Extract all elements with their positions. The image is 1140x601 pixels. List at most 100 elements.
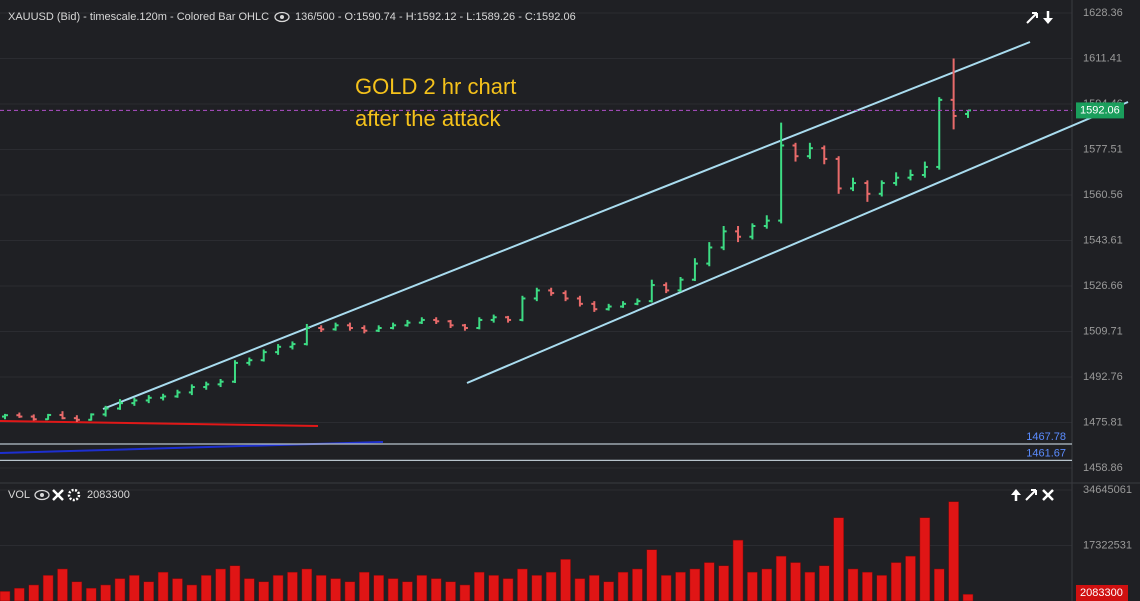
y-tick-label: 1560.56 [1083, 189, 1123, 201]
volume-readout: 2083300 [87, 489, 130, 501]
trend-line-upper [102, 41, 1031, 410]
volume-bar [862, 571, 873, 601]
y-tick-label: 1543.61 [1083, 234, 1123, 246]
move-up-icon[interactable] [1011, 489, 1021, 501]
volume-tick-label: 34645061 [1083, 484, 1132, 496]
y-tick-label: 1475.81 [1083, 416, 1123, 428]
volume-bar [459, 584, 471, 601]
volume-bar [919, 517, 931, 601]
volume-bar [517, 568, 528, 601]
volume-bar [948, 501, 959, 601]
volume-bar [819, 565, 830, 601]
volume-bar [14, 587, 25, 601]
volume-bar [344, 581, 356, 601]
volume-bar [689, 568, 701, 601]
grid [0, 12, 1072, 547]
y-tick-label: 1628.36 [1083, 7, 1123, 19]
volume-bar [301, 568, 313, 601]
volume-bar [172, 578, 183, 601]
volume-bar [402, 581, 413, 601]
volume-bar [790, 562, 801, 601]
volume-bar [761, 568, 773, 601]
eye-icon[interactable] [34, 489, 50, 501]
trend-line-lower [466, 101, 1129, 384]
volume-bar [315, 575, 327, 601]
y-tick-label: 1458.86 [1083, 462, 1123, 474]
volume-label: VOL [8, 489, 30, 501]
last-volume-box [1076, 585, 1128, 601]
volume-bar [157, 571, 169, 601]
volume-bar [804, 571, 816, 601]
last-price-label: 1592.06 [1080, 104, 1120, 116]
volume-bar [129, 575, 140, 601]
volume-bar [847, 568, 859, 601]
volume-bar [143, 581, 154, 601]
last-price-box [1076, 102, 1124, 119]
volume-bar [474, 571, 485, 601]
y-tick-label: 1492.76 [1083, 371, 1123, 383]
volume-bar [57, 568, 68, 601]
volume-bar [244, 578, 255, 601]
level-label: 1461.67 [1026, 447, 1066, 459]
volume-bar [905, 555, 916, 601]
volume-bar [85, 587, 97, 601]
volume-bar [962, 594, 974, 601]
volume-bar [876, 575, 888, 601]
red-line [0, 420, 319, 427]
expand-icon[interactable] [1025, 489, 1037, 501]
volume-bar [560, 559, 571, 601]
y-tick-label: 1577.51 [1083, 143, 1123, 155]
volume-bar [589, 575, 600, 601]
volume-bar [229, 565, 241, 601]
volume-tick-label: 17322531 [1083, 539, 1132, 551]
volume-bar [100, 584, 111, 601]
y-tick-label: 1526.66 [1083, 280, 1123, 292]
volume-bar [200, 575, 212, 601]
annotation: GOLD 2 hr chart [355, 74, 516, 99]
volume-bar [632, 568, 643, 601]
volume-bar [287, 571, 298, 601]
volume-bar [617, 571, 629, 601]
volume-bar [0, 591, 11, 601]
volume-bar [732, 539, 744, 601]
volume-bar [488, 575, 499, 601]
close-icon[interactable] [52, 489, 64, 501]
volume-bar [71, 581, 83, 601]
volume-bar [430, 578, 442, 601]
volume-bar [387, 578, 399, 601]
annotation: after the attack [355, 106, 502, 131]
volume-bar [186, 584, 198, 601]
close-icon[interactable] [1042, 489, 1054, 501]
volume-bar [718, 565, 729, 601]
expand-icon[interactable] [1026, 12, 1038, 24]
volume-bar [675, 571, 686, 601]
y-tick-label: 1611.41 [1083, 52, 1122, 64]
volume-bar [934, 568, 945, 601]
volume-bar [704, 562, 715, 601]
marks [0, 58, 1072, 601]
volume-bar [545, 571, 557, 601]
volume-bar [646, 549, 658, 601]
settings-icon[interactable] [67, 488, 81, 502]
volume-bar [747, 571, 758, 601]
chart-title: XAUUSD (Bid) - timescale.120m - Colored … [8, 11, 269, 23]
volume-bar [445, 581, 456, 601]
level-label: 1467.78 [1026, 431, 1066, 443]
volume-bar [833, 517, 844, 601]
volume-bar [660, 575, 672, 601]
volume-bar [359, 571, 370, 601]
volume-bar [114, 578, 126, 601]
volume-bar [502, 578, 514, 601]
volume-bar [775, 555, 787, 601]
volume-bar [531, 575, 543, 601]
eye-icon[interactable] [274, 11, 290, 23]
volume-bar [42, 575, 54, 601]
volume-bar [890, 562, 902, 601]
last-volume-label: 2083300 [1080, 587, 1123, 599]
move-down-icon[interactable] [1043, 11, 1053, 24]
volume-bar [330, 578, 341, 601]
volume-bar [574, 578, 586, 601]
volume-bar [28, 584, 39, 601]
